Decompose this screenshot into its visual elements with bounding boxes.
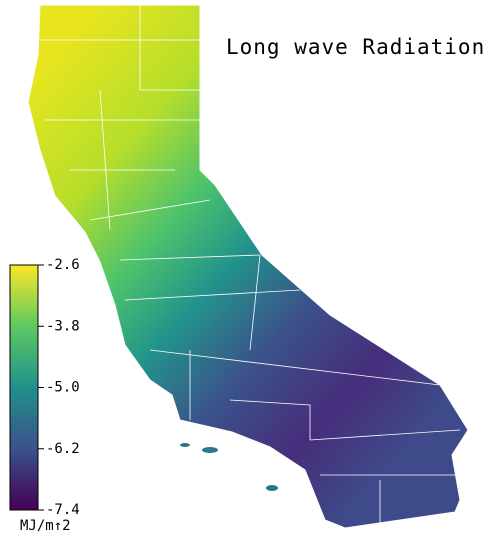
county-lines: [40, 5, 461, 525]
colorbar-tick-label: -7.4: [46, 502, 80, 518]
island: [202, 447, 218, 453]
map-title: Long wave Radiation: [226, 35, 485, 59]
colorbar: [9, 264, 39, 511]
colorbar-tick-label: -2.6: [46, 257, 80, 273]
california: [27, 4, 469, 529]
island: [266, 485, 278, 491]
colorbar-tick-label: -5.0: [46, 380, 80, 396]
colorbar-unit: MJ/m↑2: [20, 518, 71, 534]
island: [180, 443, 190, 447]
colorbar-tick-label: -3.8: [46, 318, 80, 334]
colorbar-tick-label: -6.2: [46, 441, 80, 457]
